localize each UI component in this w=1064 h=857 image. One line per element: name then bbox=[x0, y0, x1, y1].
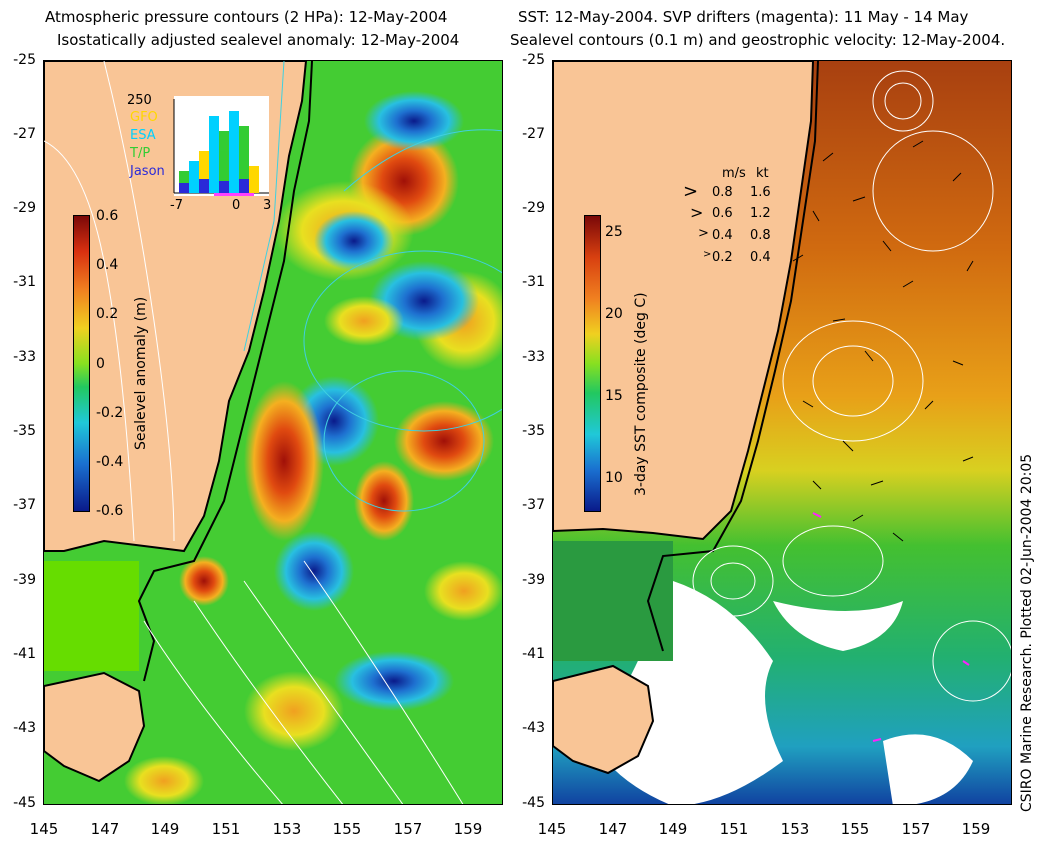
sst-map bbox=[552, 60, 1012, 805]
sst-cb-tick: 15 bbox=[605, 388, 623, 404]
y-tick: -35 bbox=[13, 423, 36, 439]
inset-legend-esa: ESA bbox=[130, 128, 156, 143]
y-tick: -27 bbox=[13, 126, 36, 142]
y-tick: -43 bbox=[13, 720, 36, 736]
right-title-line1: SST: 12-May-2004. SVP drifters (magenta)… bbox=[518, 8, 969, 26]
inset-legend-gfo: GFO bbox=[130, 110, 158, 125]
y-tick: -25 bbox=[13, 52, 36, 68]
velocity-legend-kt: 1.2 bbox=[750, 206, 771, 221]
x-tick: 157 bbox=[393, 820, 423, 838]
velocity-legend-header-ms: m/s bbox=[722, 166, 746, 181]
inset-xtick-0: 0 bbox=[232, 198, 241, 213]
velocity-legend-ms: 0.4 bbox=[712, 228, 733, 243]
y-tick: -27 bbox=[522, 126, 545, 142]
x-tick: 149 bbox=[658, 820, 688, 838]
inset-xtick-3: 3 bbox=[263, 198, 272, 213]
y-tick: -37 bbox=[13, 497, 36, 513]
velocity-legend-ms: 0.8 bbox=[712, 185, 733, 200]
x-tick: 159 bbox=[453, 820, 483, 838]
velocity-legend-ms: 0.6 bbox=[712, 206, 733, 221]
x-tick: 159 bbox=[961, 820, 991, 838]
x-tick: 153 bbox=[780, 820, 810, 838]
left-title-line2: Isostatically adjusted sealevel anomaly:… bbox=[57, 31, 460, 49]
y-tick: -39 bbox=[13, 572, 36, 588]
sealevel-cb-tick: 0 bbox=[96, 356, 105, 372]
velocity-legend-kt: 0.8 bbox=[750, 228, 771, 243]
sealevel-anomaly-map bbox=[43, 60, 503, 805]
sealevel-cb-tick: 0.4 bbox=[96, 257, 119, 273]
sealevel-cb-tick: -0.6 bbox=[96, 503, 124, 519]
x-tick: 145 bbox=[29, 820, 59, 838]
velocity-legend-kt: 0.4 bbox=[750, 250, 771, 265]
sst-colorbar bbox=[584, 215, 601, 512]
x-tick: 151 bbox=[719, 820, 749, 838]
x-tick: 147 bbox=[598, 820, 628, 838]
velocity-arrow-icon: > bbox=[683, 181, 699, 202]
y-tick: -31 bbox=[522, 274, 545, 290]
y-tick: -35 bbox=[522, 423, 545, 439]
y-tick: -25 bbox=[522, 52, 545, 68]
y-tick: -43 bbox=[522, 720, 545, 736]
y-tick: -39 bbox=[522, 572, 545, 588]
velocity-arrow-icon: > bbox=[703, 249, 712, 260]
x-tick: 145 bbox=[537, 820, 567, 838]
y-tick: -37 bbox=[522, 497, 545, 513]
sealevel-cb-tick: -0.2 bbox=[96, 405, 124, 421]
x-tick: 151 bbox=[211, 820, 241, 838]
right-title-line2: Sealevel contours (0.1 m) and geostrophi… bbox=[510, 31, 1006, 49]
left-title-line1: Atmospheric pressure contours (2 HPa): 1… bbox=[45, 8, 448, 26]
x-tick: 157 bbox=[901, 820, 931, 838]
sst-cb-tick: 20 bbox=[605, 306, 623, 322]
sst-cb-tick: 10 bbox=[605, 470, 623, 486]
sst-cb-tick: 25 bbox=[605, 224, 623, 240]
velocity-legend-kt: 1.6 bbox=[750, 185, 771, 200]
velocity-legend-ms: 0.2 bbox=[712, 250, 733, 265]
y-tick: -31 bbox=[13, 274, 36, 290]
velocity-legend-header-kt: kt bbox=[756, 166, 769, 181]
inset-ymax-label: 250 bbox=[127, 93, 152, 108]
sealevel-cb-tick: 0.2 bbox=[96, 306, 119, 322]
sealevel-cb-tick: 0.6 bbox=[96, 208, 119, 224]
inset-xtick-minus7: -7 bbox=[170, 198, 183, 213]
y-tick: -33 bbox=[13, 349, 36, 365]
x-tick: 149 bbox=[150, 820, 180, 838]
y-tick: -41 bbox=[522, 646, 545, 662]
velocity-arrow-icon: > bbox=[698, 226, 709, 241]
y-tick: -41 bbox=[13, 646, 36, 662]
sealevel-cb-tick: -0.4 bbox=[96, 454, 124, 470]
x-tick: 155 bbox=[332, 820, 362, 838]
sst-colorbar-label: 3-day SST composite (deg C) bbox=[633, 292, 649, 496]
inset-legend-jason: Jason bbox=[130, 164, 165, 179]
inset-legend-tp: T/P bbox=[130, 146, 151, 161]
y-tick: -45 bbox=[522, 795, 545, 811]
y-tick: -29 bbox=[522, 200, 545, 216]
x-tick: 153 bbox=[272, 820, 302, 838]
sealevel-colorbar-label: Sealevel anomaly (m) bbox=[133, 296, 149, 450]
sealevel-colorbar bbox=[73, 215, 90, 512]
x-tick: 155 bbox=[840, 820, 870, 838]
y-tick: -29 bbox=[13, 200, 36, 216]
credit-text: CSIRO Marine Research. Plotted 02-Jun-20… bbox=[1019, 453, 1035, 812]
y-tick: -33 bbox=[522, 349, 545, 365]
x-tick: 147 bbox=[90, 820, 120, 838]
y-tick: -45 bbox=[13, 795, 36, 811]
velocity-arrow-icon: > bbox=[690, 203, 704, 222]
